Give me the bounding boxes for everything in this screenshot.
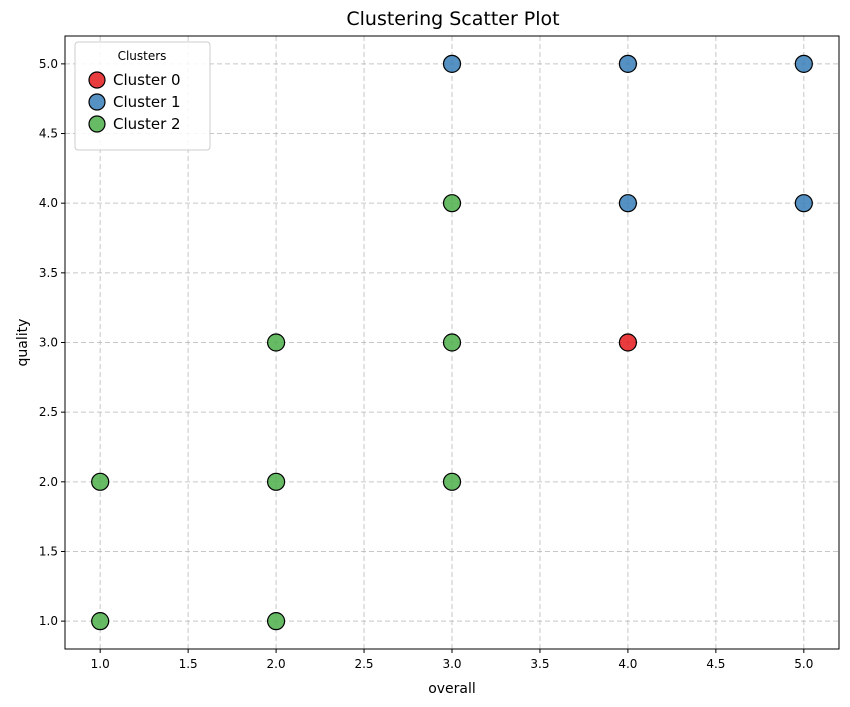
data-point-cluster-1 — [442, 54, 462, 73]
legend: Clusters Cluster 0 Cluster 1 Cluster 2 — [74, 41, 211, 151]
data-point-cluster-2 — [91, 612, 110, 631]
legend-box — [74, 41, 211, 151]
legend-marker-cluster-0 — [88, 71, 106, 89]
data-point-cluster-1 — [794, 194, 813, 213]
y-tick-label: 1.5 — [39, 544, 58, 558]
data-points — [91, 54, 813, 631]
data-point-cluster-2 — [266, 333, 286, 352]
data-point-cluster-2 — [266, 472, 286, 491]
chart-title: Clustering Scatter Plot — [346, 8, 559, 30]
x-tick-label: 4.5 — [706, 657, 725, 671]
data-point-cluster-2 — [442, 333, 462, 352]
legend-title: Clusters — [118, 49, 167, 63]
x-axis-label: overall — [428, 681, 476, 697]
y-tick-label: 3.0 — [39, 336, 58, 350]
y-tick-label: 2.0 — [39, 475, 58, 489]
x-tick-label: 2.5 — [354, 657, 373, 671]
data-point-cluster-1 — [618, 54, 638, 73]
x-tick-label: 5.0 — [794, 657, 813, 671]
y-axis-ticks: 1.0 1.5 2.0 2.5 3.0 3.5 4.0 4.5 5.0 — [39, 57, 65, 628]
data-point-cluster-2 — [91, 472, 110, 491]
y-tick-label: 2.5 — [39, 405, 58, 419]
data-point-cluster-1 — [794, 54, 813, 73]
data-point-cluster-1 — [618, 194, 638, 213]
y-axis-label: quality — [15, 319, 31, 367]
legend-marker-cluster-2 — [88, 115, 106, 133]
x-tick-label: 3.5 — [530, 657, 549, 671]
x-axis-ticks: 1.0 1.5 2.0 2.5 3.0 3.5 4.0 4.5 5.0 — [91, 649, 813, 671]
data-point-cluster-0 — [618, 333, 638, 352]
legend-label-cluster-0: Cluster 0 — [113, 71, 181, 89]
y-tick-label: 5.0 — [39, 57, 58, 71]
legend-label-cluster-2: Cluster 2 — [113, 115, 181, 133]
y-tick-label: 4.0 — [39, 196, 58, 210]
y-tick-label: 3.5 — [39, 266, 58, 280]
x-tick-label: 4.0 — [618, 657, 637, 671]
data-point-cluster-2 — [442, 194, 462, 213]
data-point-cluster-2 — [266, 612, 286, 631]
legend-label-cluster-1: Cluster 1 — [113, 93, 181, 111]
y-tick-label: 1.0 — [39, 614, 58, 628]
x-tick-label: 3.0 — [442, 657, 461, 671]
legend-marker-cluster-1 — [88, 93, 106, 111]
x-tick-label: 2.0 — [267, 657, 286, 671]
x-tick-label: 1.0 — [91, 657, 110, 671]
y-tick-label: 4.5 — [39, 127, 58, 141]
x-tick-label: 1.5 — [179, 657, 198, 671]
data-point-cluster-2 — [442, 472, 462, 491]
